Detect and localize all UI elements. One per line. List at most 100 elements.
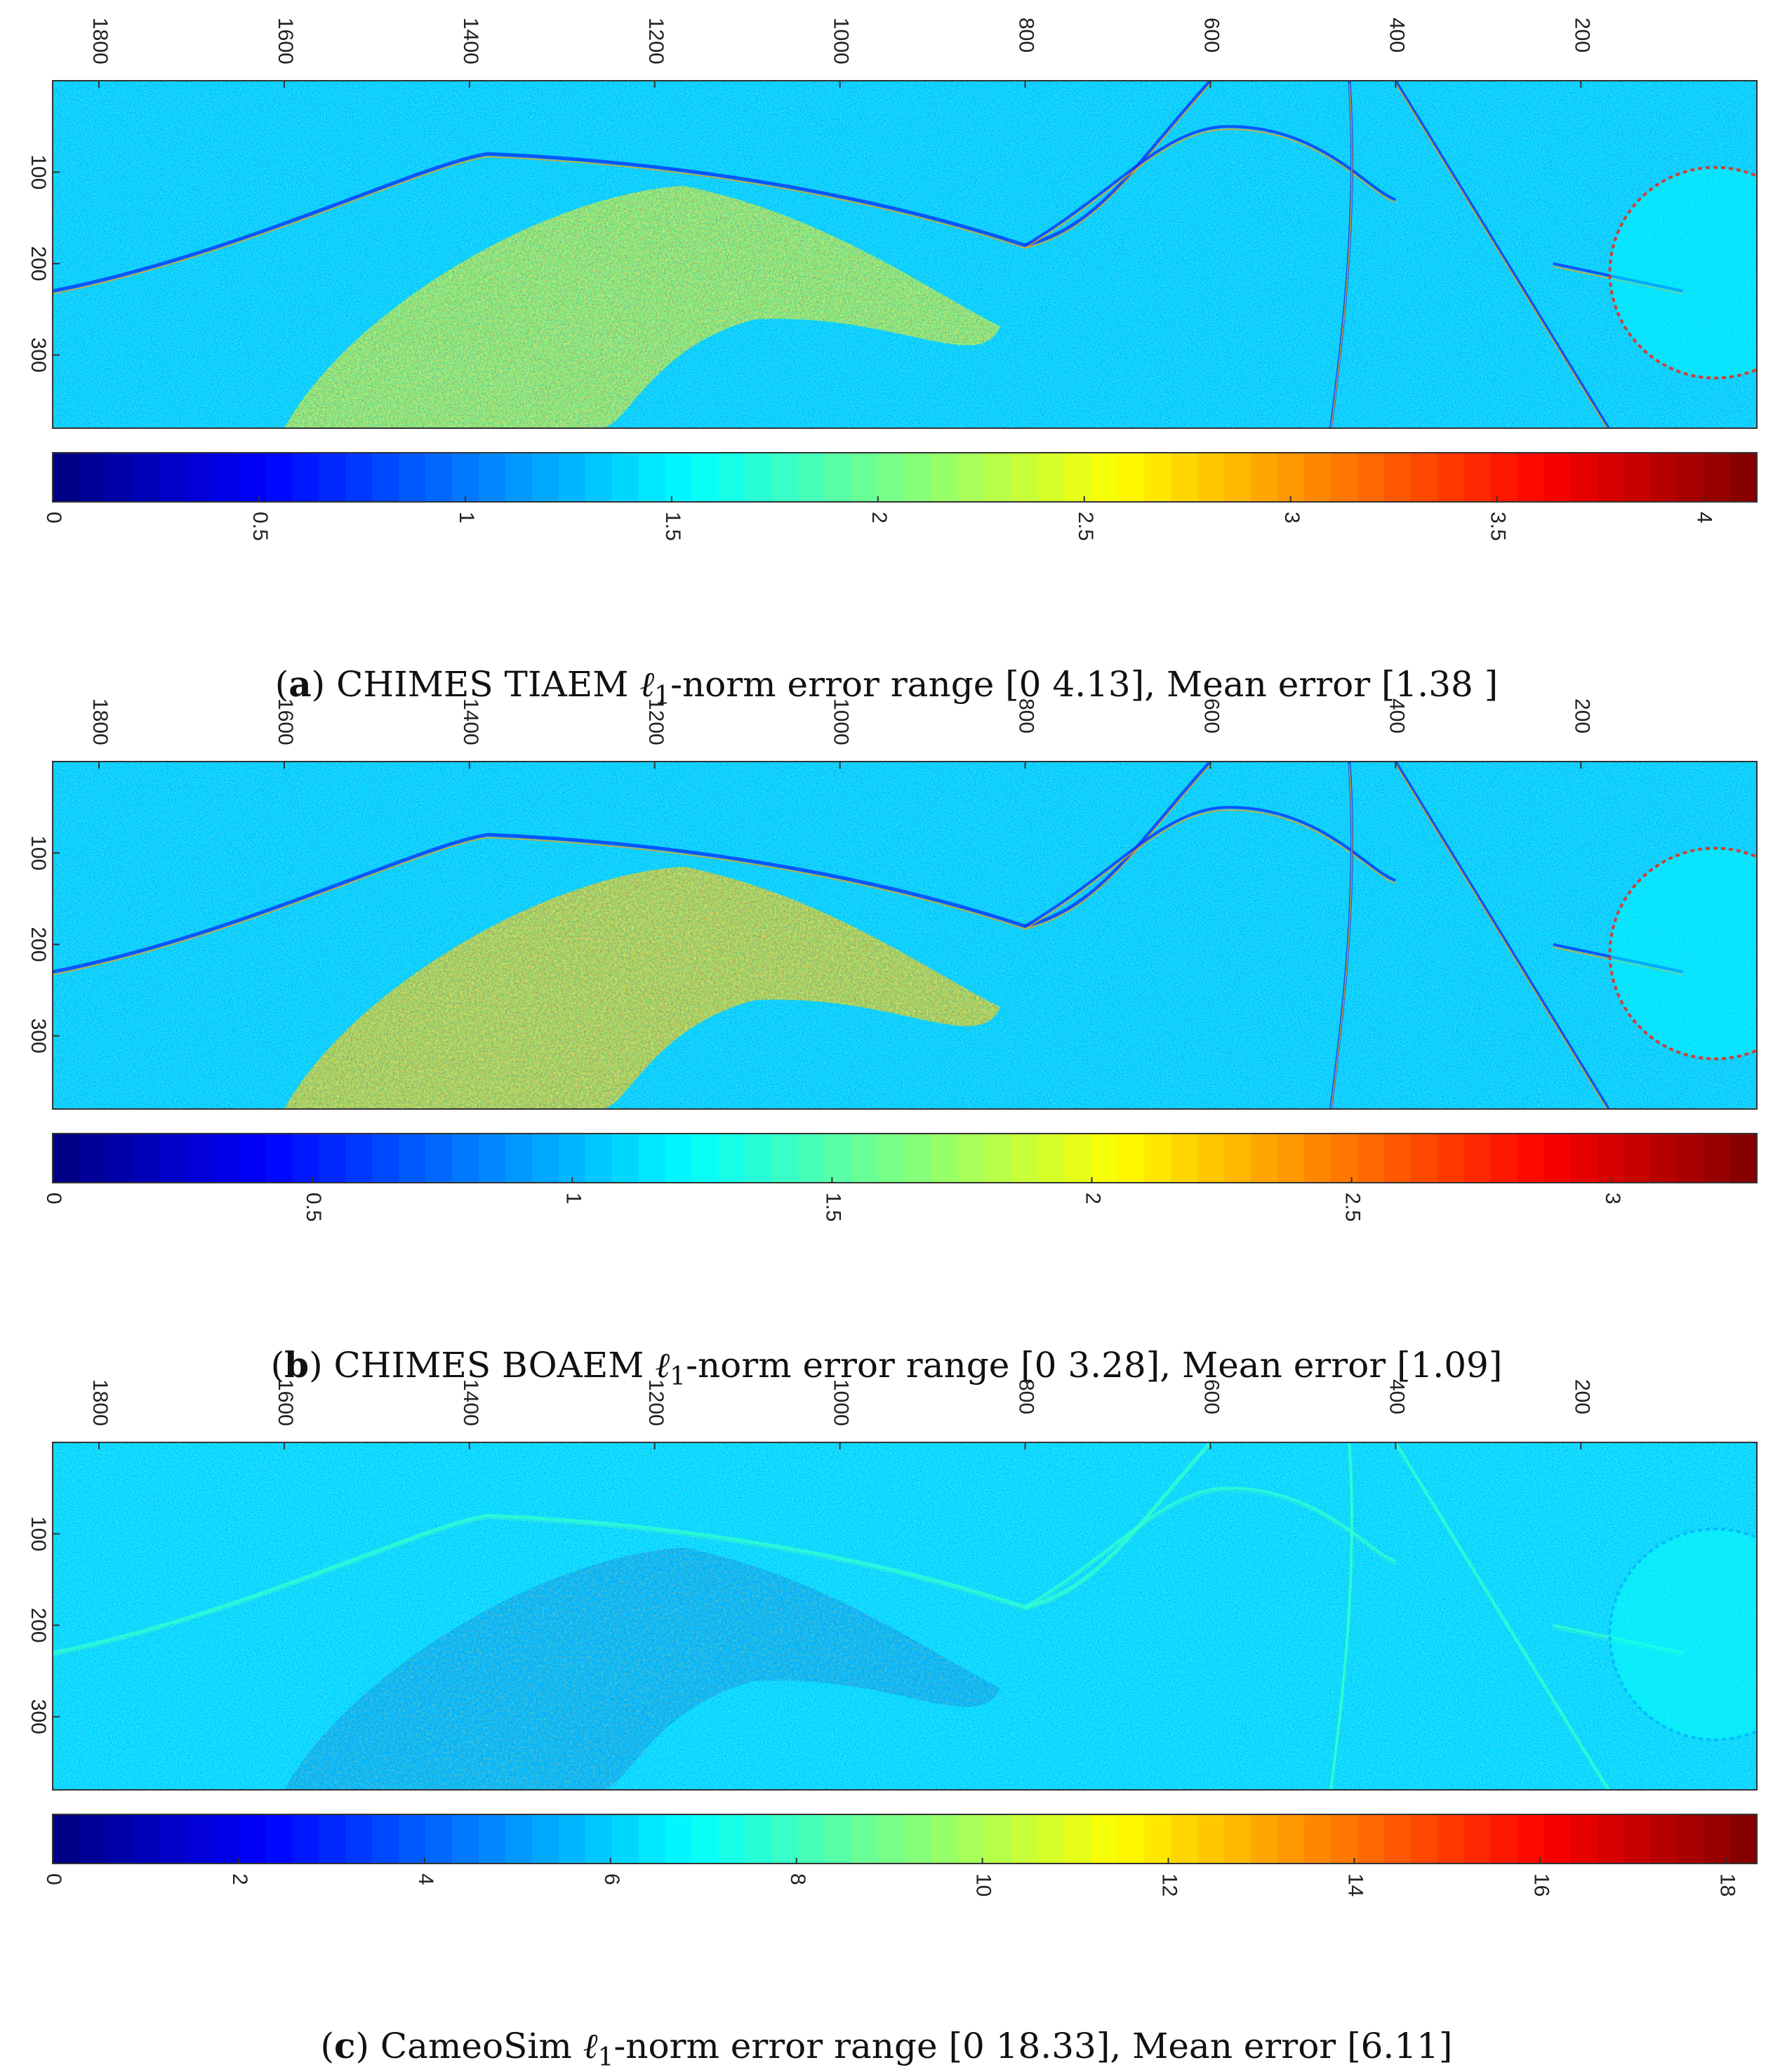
x-tick-label: 1000 [830,18,853,65]
colorbar-segment [1224,1134,1252,1183]
colorbar-segment [1037,1814,1065,1864]
colorbar-segment [718,1134,746,1183]
colorbar-segment [425,1814,453,1864]
colorbar-segment [1463,1134,1492,1183]
colorbar-segment [798,1814,826,1864]
colorbar-segment [691,1814,719,1864]
colorbar-segment [1704,453,1732,502]
colorbar-segment [1490,1814,1518,1864]
colorbar-segment [1650,453,1678,502]
x-tick-label: 200 [1570,1379,1593,1414]
colorbar-segment [185,1814,213,1864]
colorbar-segment [1570,1814,1598,1864]
y-tick-label: 300 [27,1699,50,1734]
colorbar-segment [1251,453,1279,502]
colorbar-segment [931,1814,959,1864]
colorbar-segment [1357,1814,1385,1864]
colorbar-segment [1224,1814,1252,1864]
colorbar-segment [691,453,719,502]
colorbar-segment [1011,1134,1039,1183]
x-tick-label: 800 [1015,18,1038,53]
colorbar-segment [1251,1134,1279,1183]
colorbar-segment [292,1814,320,1864]
colorbar-segment [1144,1134,1172,1183]
colorbar-segment [585,1814,613,1864]
colorbar-segment [1570,1134,1598,1183]
colorbar-tick-label: 4 [414,1873,437,1885]
colorbar-segment [1091,1134,1119,1183]
colorbar-segment [638,453,666,502]
x-tick-label: 200 [1570,18,1593,53]
caption-suffix: -norm error range [0 18.33], Mean error … [613,2026,1453,2066]
colorbar-segment [1117,1814,1146,1864]
colorbar-segment [212,1134,240,1183]
caption-prefix: CHIMES TIAEM [336,664,640,705]
colorbar-segment [372,453,400,502]
colorbar-segment [771,1814,799,1864]
colorbar: 0 2 4 6 8 10 12 14 16 18 [42,1814,1758,1897]
colorbar-tick-label: 16 [1529,1873,1553,1897]
axes-frame [52,1442,1758,1791]
colorbar-segment [665,453,693,502]
colorbar-segment [1357,1134,1385,1183]
colorbar-segment [79,1814,107,1864]
colorbar-segment [1623,1134,1652,1183]
colorbar-segment [105,453,133,502]
colorbar-segment [452,453,479,502]
colorbar-segment [239,453,267,502]
y-tick-label: 200 [27,927,50,962]
colorbar-segment [319,453,347,502]
y-tick-label: 300 [27,338,50,373]
colorbar-segment [1171,1814,1199,1864]
colorbar-segment [1677,1814,1705,1864]
colorbar-segment [185,453,213,502]
colorbar-segment [825,1814,853,1864]
heatmap-image [53,81,1757,428]
colorbar-segment [372,1134,400,1183]
colorbar-tick-label: 0 [42,1873,65,1885]
colorbar-segment [53,453,80,502]
colorbar-segment [1304,1814,1332,1864]
colorbar-segment [1357,453,1385,502]
colorbar-segment [851,1814,879,1864]
x-tick-label: 600 [1200,698,1223,733]
panel-b: 1800 1600 1400 1200 1000 800 600 400 20010020030… [27,698,1758,1222]
colorbar-segment [1277,453,1306,502]
colorbar-segment [665,1814,693,1864]
colorbar-segment [319,1134,347,1183]
x-tick-label: 1400 [459,698,482,745]
x-tick-label: 400 [1385,18,1408,53]
colorbar-segment [984,453,1012,502]
y-tick-label: 100 [27,835,50,870]
colorbar-segment [1650,1134,1678,1183]
x-tick-label: 800 [1015,698,1038,733]
colorbar-segment [1197,1814,1226,1864]
colorbar-segment [1463,453,1492,502]
colorbar-segment [1517,1814,1545,1864]
colorbar-segment [1490,1134,1518,1183]
colorbar-segment [798,453,826,502]
colorbar-segment [825,1134,853,1183]
colorbar-segment [1383,1134,1412,1183]
colorbar-segment [1517,1134,1545,1183]
colorbar-segment [1037,1134,1065,1183]
axes-frame [52,80,1758,429]
colorbar-segment [239,1814,267,1864]
colorbar-segment [1197,453,1226,502]
colorbar-segment [105,1134,133,1183]
colorbar-segment [1597,1134,1625,1183]
colorbar: 0 0.5 1 1.5 2 2.5 3 [42,1133,1758,1222]
colorbar-tick-label: 18 [1715,1873,1739,1897]
x-tick-label: 1200 [644,1379,668,1426]
colorbar-tick-label: 4 [1693,512,1716,524]
colorbar-segment [1677,453,1705,502]
colorbar-segment [505,1134,533,1183]
x-tick-label: 1000 [830,1379,853,1426]
colorbar-segment [1224,453,1252,502]
colorbar-segment [1037,453,1065,502]
colorbar-segment [585,1134,613,1183]
colorbar-tick-label: 0.5 [302,1193,325,1222]
x-tick-label: 1400 [459,18,482,65]
x-tick-label: 1800 [88,18,112,65]
colorbar-segment [212,1814,240,1864]
